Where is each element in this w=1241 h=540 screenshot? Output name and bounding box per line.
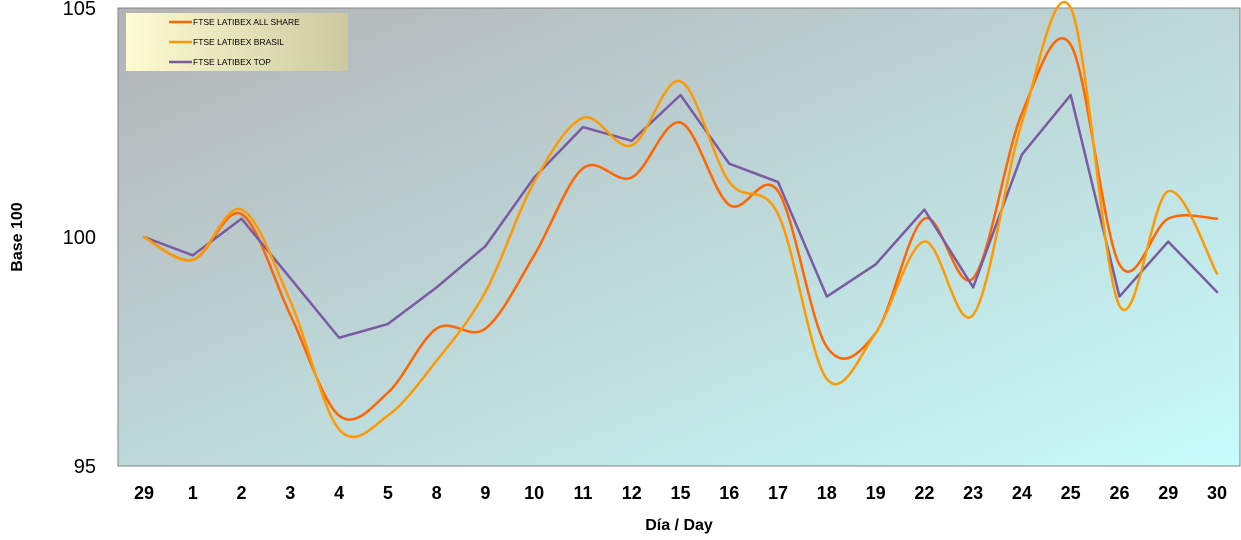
x-tick-label: 2 (237, 483, 247, 503)
series-line-ftse-latibex-brasil (142, 0, 1219, 439)
x-tick-label: 16 (719, 483, 739, 503)
x-tick-label: 24 (1012, 483, 1032, 503)
y-axis-title: Base 100 (9, 202, 26, 271)
x-tick-label: 30 (1207, 483, 1227, 503)
x-tick-label: 18 (817, 483, 837, 503)
x-tick-label: 25 (1061, 483, 1081, 503)
x-tick-label: 19 (866, 483, 886, 503)
x-tick-label: 4 (334, 483, 344, 503)
x-tick-label: 15 (670, 483, 690, 503)
x-tick-label: 23 (963, 483, 983, 503)
plot-area (117, 7, 1241, 467)
x-tick-label: 12 (622, 483, 642, 503)
series-layer (142, 0, 1219, 439)
legend: FTSE LATIBEX ALL SHARE FTSE LATIBEX BRASI… (126, 13, 348, 71)
series-line-ftse-latibex-top (142, 93, 1219, 340)
x-tick-label: 10 (524, 483, 544, 503)
series-line-ftse-latibex-all-share (142, 37, 1219, 421)
y-tick-label: 95 (74, 456, 96, 478)
x-tick-label: 26 (1109, 483, 1129, 503)
x-tick-label: 3 (285, 483, 295, 503)
x-tick-label: 22 (914, 483, 934, 503)
y-tick-label: 105 (63, 0, 96, 20)
legend-label-ftse-latibex-top: FTSE LATIBEX TOP (193, 57, 271, 67)
x-tick-label: 29 (1158, 483, 1178, 503)
x-axis-ticks: 29 1 2 3 4 5 8 9 10 11 12 15 16 17 18 19 22 23 24 25 26 29 30 (134, 483, 1227, 503)
x-tick-label: 17 (768, 483, 788, 503)
x-tick-label: 11 (573, 483, 592, 503)
x-tick-label: 9 (480, 483, 490, 503)
legend-label-ftse-latibex-all-share: FTSE LATIBEX ALL SHARE (193, 17, 300, 27)
y-axis-ticks: 95 100 105 (63, 0, 96, 478)
x-axis-title: Día / Day (645, 517, 713, 534)
legend-box (126, 13, 348, 71)
x-tick-label: 1 (188, 483, 198, 503)
x-tick-label: 29 (134, 483, 154, 503)
x-tick-label: 5 (383, 483, 393, 503)
legend-label-ftse-latibex-brasil: FTSE LATIBEX BRASIL (193, 37, 284, 47)
y-tick-label: 100 (63, 227, 96, 249)
x-tick-label: 8 (432, 483, 442, 503)
